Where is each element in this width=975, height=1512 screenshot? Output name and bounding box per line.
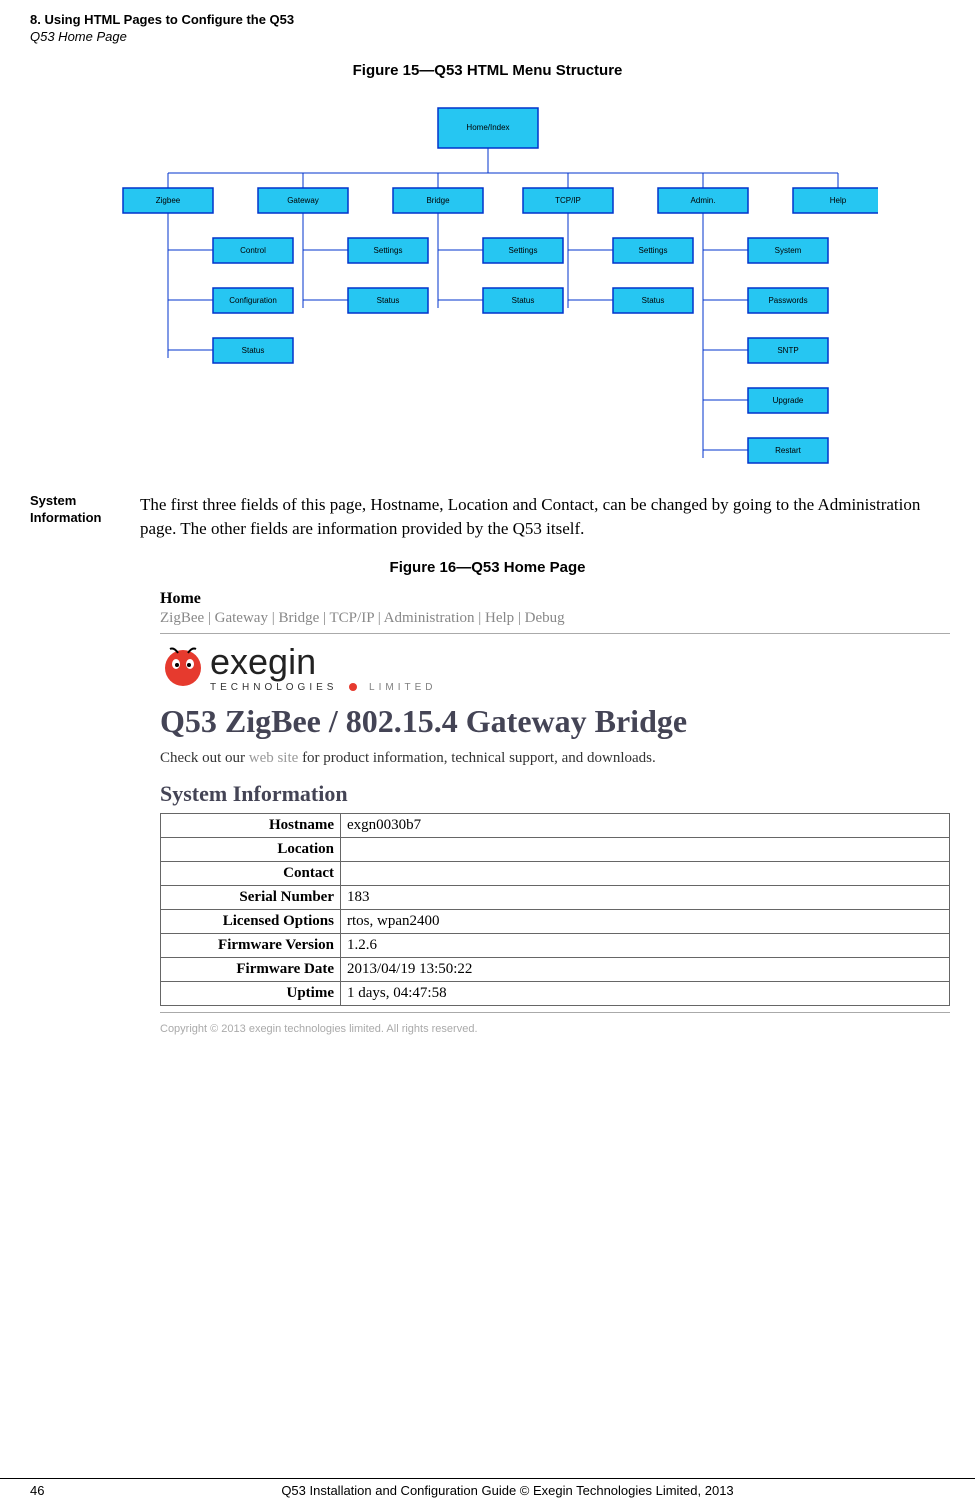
logo-name: exegin [210, 644, 436, 680]
cell-val: 1 days, 04:47:58 [341, 981, 950, 1005]
menu-structure-diagram: Home/Index Zigbee Gateway Bridge TCP/IP … [0, 93, 975, 473]
page-main-title: Q53 ZigBee / 802.15.4 Gateway Bridge [160, 703, 950, 740]
logo-icon [160, 645, 206, 691]
node-admin-upgrade: Upgrade [772, 396, 803, 405]
chapter-title: 8. Using HTML Pages to Configure the Q53 [30, 12, 975, 27]
page-footer: 46 Q53 Installation and Configuration Gu… [0, 1478, 975, 1498]
figure-15-title: Figure 15—Q53 HTML Menu Structure [0, 62, 975, 79]
node-tcp-status: Status [641, 296, 664, 305]
node-tcp-settings: Settings [638, 246, 667, 255]
cell-key: Contact [161, 861, 341, 885]
system-info-section: System Information The first three field… [30, 493, 945, 541]
node-admin-sntp: SNTP [777, 346, 798, 355]
node-home: Home/Index [466, 123, 509, 132]
checkout-pre: Check out our [160, 750, 249, 766]
nav-breadcrumb: ZigBee | Gateway | Bridge | TCP/IP | Adm… [160, 610, 950, 627]
cell-val: rtos, wpan2400 [341, 909, 950, 933]
chapter-subtitle: Q53 Home Page [30, 29, 975, 44]
node-admin-restart: Restart [775, 446, 802, 455]
page-number: 46 [30, 1483, 70, 1498]
node-admin: Admin. [690, 196, 715, 205]
table-row: Uptime1 days, 04:47:58 [161, 981, 950, 1005]
checkout-line: Check out our web site for product infor… [160, 750, 950, 767]
cell-key: Firmware Date [161, 957, 341, 981]
cell-key: Licensed Options [161, 909, 341, 933]
home-label: Home [160, 590, 950, 608]
checkout-link: web site [249, 750, 299, 766]
node-admin-system: System [774, 246, 801, 255]
section-paragraph: The first three fields of this page, Hos… [140, 493, 945, 541]
section-heading: System Information [30, 493, 140, 541]
table-row: Location [161, 837, 950, 861]
table-row: Contact [161, 861, 950, 885]
node-admin-passwords: Passwords [768, 296, 807, 305]
cell-val: exgn0030b7 [341, 813, 950, 837]
node-zigbee: Zigbee [155, 196, 180, 205]
cell-key: Uptime [161, 981, 341, 1005]
footer-text: Q53 Installation and Configuration Guide… [70, 1483, 945, 1498]
node-gw-settings: Settings [373, 246, 402, 255]
cell-key: Location [161, 837, 341, 861]
node-tcpip: TCP/IP [555, 196, 581, 205]
copyright-text: Copyright © 2013 exegin technologies lim… [160, 1023, 950, 1035]
logo-subtitle: TECHNOLOGIES LIMITED [210, 682, 436, 693]
table-row: Serial Number183 [161, 885, 950, 909]
cell-val [341, 861, 950, 885]
cell-val: 2013/04/19 13:50:22 [341, 957, 950, 981]
cell-val: 183 [341, 885, 950, 909]
cell-key: Hostname [161, 813, 341, 837]
table-row: Firmware Date2013/04/19 13:50:22 [161, 957, 950, 981]
section-heading-l1: System [30, 493, 140, 510]
divider [160, 1012, 950, 1013]
node-br-settings: Settings [508, 246, 537, 255]
node-help: Help [829, 196, 846, 205]
logo-sub-right: LIMITED [369, 682, 436, 693]
logo-bug-small-icon [344, 682, 362, 692]
section-heading-l2: Information [30, 510, 140, 527]
node-zigbee-control: Control [240, 246, 266, 255]
system-info-table: Hostnameexgn0030b7 Location Contact Seri… [160, 813, 950, 1006]
node-zigbee-status: Status [241, 346, 264, 355]
logo-sub-left: TECHNOLOGIES [210, 682, 337, 693]
table-row: Hostnameexgn0030b7 [161, 813, 950, 837]
divider [160, 633, 950, 634]
system-information-heading: System Information [160, 781, 950, 807]
table-row: Licensed Optionsrtos, wpan2400 [161, 909, 950, 933]
figure-16-title: Figure 16—Q53 Home Page [0, 559, 975, 576]
cell-key: Serial Number [161, 885, 341, 909]
q53-home-page-screenshot: Home ZigBee | Gateway | Bridge | TCP/IP … [160, 590, 950, 1035]
checkout-post: for product information, technical suppo… [298, 750, 655, 766]
cell-val [341, 837, 950, 861]
node-br-status: Status [511, 296, 534, 305]
exegin-logo: exegin TECHNOLOGIES LIMITED [160, 644, 950, 693]
node-zigbee-config: Configuration [229, 296, 277, 305]
cell-val: 1.2.6 [341, 933, 950, 957]
table-row: Firmware Version1.2.6 [161, 933, 950, 957]
cell-key: Firmware Version [161, 933, 341, 957]
page-header: 8. Using HTML Pages to Configure the Q53… [0, 0, 975, 44]
diagram-svg: Home/Index Zigbee Gateway Bridge TCP/IP … [98, 93, 878, 473]
node-gateway: Gateway [287, 196, 319, 205]
node-bridge: Bridge [426, 196, 450, 205]
node-gw-status: Status [376, 296, 399, 305]
